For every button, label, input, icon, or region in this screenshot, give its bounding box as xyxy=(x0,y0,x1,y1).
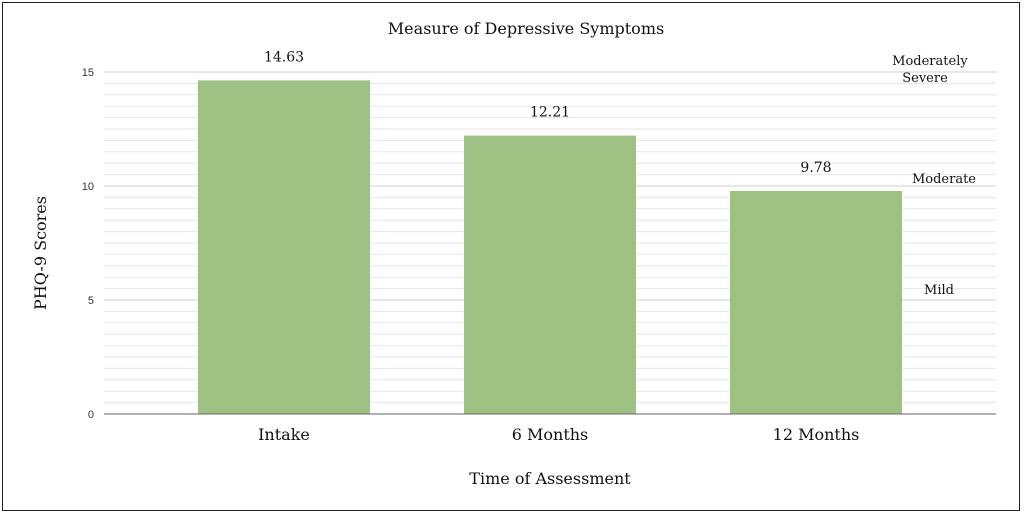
annotation-moderate: Moderate xyxy=(912,172,976,187)
annotation-moderately-severe-line-2: Severe xyxy=(902,71,948,86)
y-tick-label: 10 xyxy=(82,181,94,193)
data-label: 14.63 xyxy=(264,49,304,65)
x-tick-label: Intake xyxy=(258,425,310,444)
severity-annotations: Moderately Severe Moderate Mild xyxy=(892,54,976,298)
chart-title: Measure of Depressive Symptoms xyxy=(388,19,664,38)
y-tick-label: 15 xyxy=(82,67,94,79)
x-tick-label: 6 Months xyxy=(512,425,589,444)
x-tick-labels: Intake 6 Months 12 Months xyxy=(258,425,859,444)
x-axis-label: Time of Assessment xyxy=(469,469,631,488)
bar xyxy=(464,135,636,414)
y-axis-label: PHQ-9 Scores xyxy=(31,196,50,310)
x-tick-label: 12 Months xyxy=(773,425,860,444)
annotation-mild: Mild xyxy=(924,283,954,298)
y-tick-label: 0 xyxy=(88,409,94,421)
annotation-moderately-severe: Moderately Severe xyxy=(892,54,972,86)
y-tick-label: 5 xyxy=(88,295,94,307)
bar xyxy=(730,191,902,414)
y-tick-labels: 0 5 10 15 xyxy=(82,67,94,421)
data-labels: 14.63 12.21 9.78 xyxy=(264,49,832,176)
annotation-moderately-severe-line-1: Moderately xyxy=(892,54,968,69)
bars xyxy=(198,80,902,414)
bar xyxy=(198,80,370,414)
data-label: 12.21 xyxy=(530,105,570,121)
data-label: 9.78 xyxy=(800,160,831,176)
